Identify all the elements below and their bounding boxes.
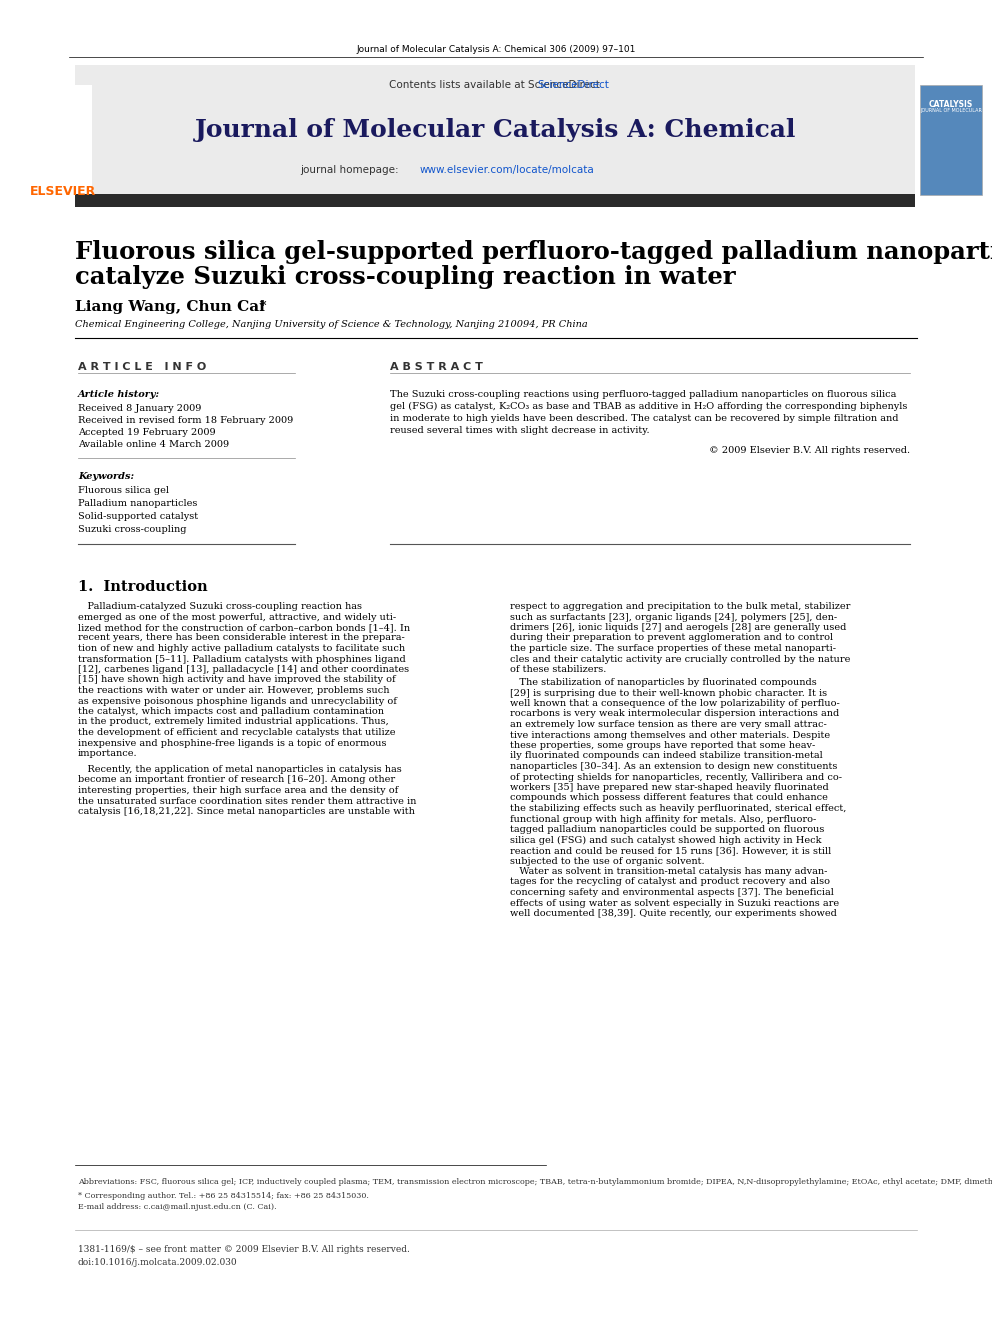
- Text: Fluorous silica gel-supported perfluoro-tagged palladium nanoparticles: Fluorous silica gel-supported perfluoro-…: [75, 239, 992, 265]
- Text: of these stabilizers.: of these stabilizers.: [510, 665, 606, 673]
- Text: transformation [5–11]. Palladium catalysts with phosphines ligand: transformation [5–11]. Palladium catalys…: [78, 655, 406, 664]
- Text: the particle size. The surface properties of these metal nanoparti-: the particle size. The surface propertie…: [510, 644, 836, 654]
- Text: Journal of Molecular Catalysis A: Chemical: Journal of Molecular Catalysis A: Chemic…: [195, 118, 797, 142]
- Text: 1.  Introduction: 1. Introduction: [78, 579, 207, 594]
- Text: 1381-1169/$ – see front matter © 2009 Elsevier B.V. All rights reserved.: 1381-1169/$ – see front matter © 2009 El…: [78, 1245, 410, 1254]
- Bar: [75, 65, 915, 194]
- Text: Fluorous silica gel: Fluorous silica gel: [78, 486, 169, 495]
- Text: Liang Wang, Chun Cai: Liang Wang, Chun Cai: [75, 300, 265, 314]
- Text: workers [35] have prepared new star-shaped heavily fluorinated: workers [35] have prepared new star-shap…: [510, 783, 828, 792]
- Text: well known that a consequence of the low polarizability of perfluo-: well known that a consequence of the low…: [510, 699, 840, 708]
- Text: *: *: [260, 300, 267, 314]
- Text: Palladium nanoparticles: Palladium nanoparticles: [78, 499, 197, 508]
- Text: inexpensive and phosphine-free ligands is a topic of enormous: inexpensive and phosphine-free ligands i…: [78, 738, 387, 747]
- Bar: [30, 85, 92, 194]
- Text: such as surfactants [23], organic ligands [24], polymers [25], den-: such as surfactants [23], organic ligand…: [510, 613, 837, 622]
- Text: journal homepage:: journal homepage:: [300, 165, 402, 175]
- Text: an extremely low surface tension as there are very small attrac-: an extremely low surface tension as ther…: [510, 720, 826, 729]
- Text: Article history:: Article history:: [78, 390, 160, 400]
- Text: Recently, the application of metal nanoparticles in catalysis has: Recently, the application of metal nanop…: [78, 765, 402, 774]
- Text: * Corresponding author. Tel.: +86 25 84315514; fax: +86 25 84315030.: * Corresponding author. Tel.: +86 25 843…: [78, 1192, 369, 1200]
- Text: cles and their catalytic activity are crucially controlled by the nature: cles and their catalytic activity are cr…: [510, 655, 850, 664]
- Text: catalysis [16,18,21,22]. Since metal nanoparticles are unstable with: catalysis [16,18,21,22]. Since metal nan…: [78, 807, 415, 816]
- Text: subjected to the use of organic solvent.: subjected to the use of organic solvent.: [510, 856, 704, 865]
- Text: the catalyst, which impacts cost and palladium contamination: the catalyst, which impacts cost and pal…: [78, 706, 384, 716]
- Text: [12], carbenes ligand [13], palladacycle [14] and other coordinates: [12], carbenes ligand [13], palladacycle…: [78, 665, 409, 673]
- Text: Keywords:: Keywords:: [78, 472, 134, 482]
- Text: Abbreviations: FSC, fluorous silica gel; ICP, inductively coupled plasma; TEM, t: Abbreviations: FSC, fluorous silica gel;…: [78, 1177, 992, 1185]
- Text: Water as solvent in transition-metal catalysis has many advan-: Water as solvent in transition-metal cat…: [510, 867, 827, 876]
- Text: compounds which possess different features that could enhance: compounds which possess different featur…: [510, 794, 828, 803]
- Text: Suzuki cross-coupling: Suzuki cross-coupling: [78, 525, 186, 534]
- Text: become an important frontier of research [16–20]. Among other: become an important frontier of research…: [78, 775, 395, 785]
- Text: A R T I C L E   I N F O: A R T I C L E I N F O: [78, 363, 206, 372]
- Text: in moderate to high yields have been described. The catalyst can be recovered by: in moderate to high yields have been des…: [390, 414, 899, 423]
- Text: gel (FSG) as catalyst, K₂CO₃ as base and TBAB as additive in H₂O affording the c: gel (FSG) as catalyst, K₂CO₃ as base and…: [390, 402, 908, 411]
- Text: reused several times with slight decrease in activity.: reused several times with slight decreas…: [390, 426, 650, 435]
- Text: E-mail address: c.cai@mail.njust.edu.cn (C. Cai).: E-mail address: c.cai@mail.njust.edu.cn …: [78, 1203, 277, 1211]
- Text: these properties, some groups have reported that some heav-: these properties, some groups have repor…: [510, 741, 815, 750]
- Text: functional group with high affinity for metals. Also, perfluoro-: functional group with high affinity for …: [510, 815, 816, 823]
- Text: as expensive poisonous phosphine ligands and unrecyclability of: as expensive poisonous phosphine ligands…: [78, 696, 397, 705]
- Text: The stabilization of nanoparticles by fluorinated compounds: The stabilization of nanoparticles by fl…: [510, 677, 816, 687]
- Text: emerged as one of the most powerful, attractive, and widely uti-: emerged as one of the most powerful, att…: [78, 613, 396, 622]
- Text: [15] have shown high activity and have improved the stability of: [15] have shown high activity and have i…: [78, 676, 396, 684]
- Text: Contents lists available at ScienceDirect: Contents lists available at ScienceDirec…: [389, 79, 603, 90]
- Text: respect to aggregation and precipitation to the bulk metal, stabilizer: respect to aggregation and precipitation…: [510, 602, 850, 611]
- Text: the reactions with water or under air. However, problems such: the reactions with water or under air. H…: [78, 687, 390, 695]
- Text: interesting properties, their high surface area and the density of: interesting properties, their high surfa…: [78, 786, 398, 795]
- Text: well documented [38,39]. Quite recently, our experiments showed: well documented [38,39]. Quite recently,…: [510, 909, 837, 918]
- Text: Journal of Molecular Catalysis A: Chemical 306 (2009) 97–101: Journal of Molecular Catalysis A: Chemic…: [356, 45, 636, 54]
- Text: effects of using water as solvent especially in Suzuki reactions are: effects of using water as solvent especi…: [510, 898, 839, 908]
- Text: tagged palladium nanoparticles could be supported on fluorous: tagged palladium nanoparticles could be …: [510, 826, 824, 833]
- Text: ScienceDirect: ScienceDirect: [537, 79, 609, 90]
- Text: recent years, there has been considerable interest in the prepara-: recent years, there has been considerabl…: [78, 634, 405, 643]
- Text: tive interactions among themselves and other materials. Despite: tive interactions among themselves and o…: [510, 730, 830, 740]
- Text: silica gel (FSG) and such catalyst showed high activity in Heck: silica gel (FSG) and such catalyst showe…: [510, 836, 821, 844]
- Text: Accepted 19 February 2009: Accepted 19 February 2009: [78, 429, 215, 437]
- Text: Chemical Engineering College, Nanjing University of Science & Technology, Nanjin: Chemical Engineering College, Nanjing Un…: [75, 320, 587, 329]
- Text: rocarbons is very weak intermolecular dispersion interactions and: rocarbons is very weak intermolecular di…: [510, 709, 839, 718]
- Text: www.elsevier.com/locate/molcata: www.elsevier.com/locate/molcata: [420, 165, 595, 175]
- Text: the unsaturated surface coordination sites render them attractive in: the unsaturated surface coordination sit…: [78, 796, 417, 806]
- Text: CATALYSIS: CATALYSIS: [929, 101, 973, 108]
- Text: Received in revised form 18 February 2009: Received in revised form 18 February 200…: [78, 415, 294, 425]
- Text: reaction and could be reused for 15 runs [36]. However, it is still: reaction and could be reused for 15 runs…: [510, 845, 831, 855]
- Text: nanoparticles [30–34]. As an extension to design new constituents: nanoparticles [30–34]. As an extension t…: [510, 762, 837, 771]
- Text: during their preparation to prevent agglomeration and to control: during their preparation to prevent aggl…: [510, 634, 833, 643]
- Text: doi:10.1016/j.molcata.2009.02.030: doi:10.1016/j.molcata.2009.02.030: [78, 1258, 238, 1267]
- Bar: [75, 194, 915, 206]
- Text: Available online 4 March 2009: Available online 4 March 2009: [78, 441, 229, 448]
- Text: concerning safety and environmental aspects [37]. The beneficial: concerning safety and environmental aspe…: [510, 888, 834, 897]
- Text: in the product, extremely limited industrial applications. Thus,: in the product, extremely limited indust…: [78, 717, 389, 726]
- Text: importance.: importance.: [78, 749, 138, 758]
- Text: ELSEVIER: ELSEVIER: [30, 185, 96, 198]
- Text: the development of efficient and recyclable catalysts that utilize: the development of efficient and recycla…: [78, 728, 396, 737]
- Text: Received 8 January 2009: Received 8 January 2009: [78, 404, 201, 413]
- Text: Solid-supported catalyst: Solid-supported catalyst: [78, 512, 198, 521]
- Text: The Suzuki cross-coupling reactions using perfluoro-tagged palladium nanoparticl: The Suzuki cross-coupling reactions usin…: [390, 390, 897, 400]
- Text: drimers [26], ionic liquids [27] and aerogels [28] are generally used: drimers [26], ionic liquids [27] and aer…: [510, 623, 846, 632]
- Text: the stabilizing effects such as heavily perfluorinated, sterical effect,: the stabilizing effects such as heavily …: [510, 804, 846, 814]
- Text: of protecting shields for nanoparticles, recently, Valliribera and co-: of protecting shields for nanoparticles,…: [510, 773, 842, 782]
- Text: lized method for the construction of carbon–carbon bonds [1–4]. In: lized method for the construction of car…: [78, 623, 410, 632]
- Text: A B S T R A C T: A B S T R A C T: [390, 363, 483, 372]
- Bar: [920, 85, 982, 194]
- Text: © 2009 Elsevier B.V. All rights reserved.: © 2009 Elsevier B.V. All rights reserved…: [709, 446, 910, 455]
- Text: tages for the recycling of catalyst and product recovery and also: tages for the recycling of catalyst and …: [510, 877, 830, 886]
- Text: ily fluorinated compounds can indeed stabilize transition-metal: ily fluorinated compounds can indeed sta…: [510, 751, 822, 761]
- Text: catalyze Suzuki cross-coupling reaction in water: catalyze Suzuki cross-coupling reaction …: [75, 265, 736, 288]
- Text: JOURNAL OF MOLECULAR: JOURNAL OF MOLECULAR: [920, 108, 982, 112]
- Text: tion of new and highly active palladium catalysts to facilitate such: tion of new and highly active palladium …: [78, 644, 405, 654]
- Text: Palladium-catalyzed Suzuki cross-coupling reaction has: Palladium-catalyzed Suzuki cross-couplin…: [78, 602, 362, 611]
- Text: [29] is surprising due to their well-known phobic character. It is: [29] is surprising due to their well-kno…: [510, 688, 827, 697]
